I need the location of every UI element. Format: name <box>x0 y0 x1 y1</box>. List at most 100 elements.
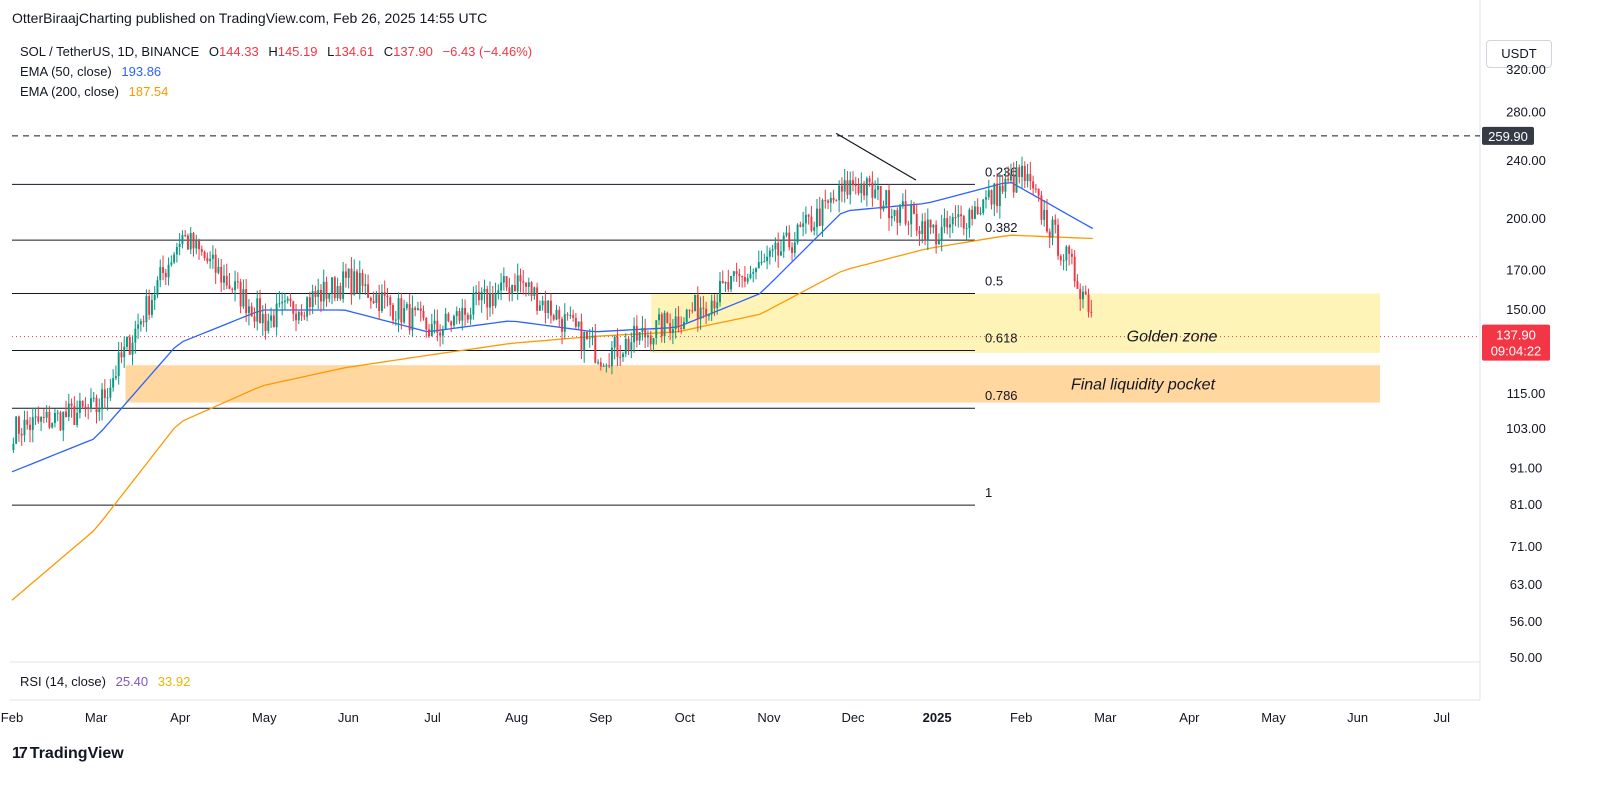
candle-body <box>300 311 303 316</box>
candle-body <box>356 271 358 294</box>
candle-body <box>62 411 65 431</box>
candle-body <box>849 180 852 195</box>
candle-body <box>932 224 935 228</box>
candle-body <box>688 309 691 311</box>
candle-body <box>439 332 442 336</box>
candle-body <box>1009 174 1012 181</box>
open-value: 144.33 <box>218 44 259 59</box>
candle-body <box>874 189 877 198</box>
candle-body <box>203 251 206 259</box>
candle-body <box>973 206 976 219</box>
x-tick-label: Aug <box>505 710 528 725</box>
candle-body <box>358 272 361 294</box>
candle-body <box>419 308 422 312</box>
candle-body <box>400 298 403 323</box>
candle-body <box>489 293 491 308</box>
candle-body <box>622 353 624 358</box>
candle-body <box>876 185 879 190</box>
candle-body <box>430 324 433 337</box>
candle-body <box>389 297 392 305</box>
candle-body <box>555 309 558 320</box>
y-tick-label: 63.00 <box>1510 577 1543 592</box>
candle-body <box>1073 256 1076 282</box>
candle-body <box>90 398 92 409</box>
x-tick-label: Mar <box>1094 710 1117 725</box>
ema50-row[interactable]: EMA (50, close) 193.86 <box>20 62 532 82</box>
candle-body <box>333 277 336 299</box>
candle-body <box>109 387 112 398</box>
rsi-legend[interactable]: RSI (14, close) 25.40 33.92 <box>20 674 190 689</box>
trendline <box>835 132 917 181</box>
candle-body <box>840 185 843 192</box>
candle-body <box>189 233 192 250</box>
candle-body <box>186 235 189 250</box>
candle-body <box>594 335 597 363</box>
resistance-price-tag-text: 259.90 <box>1488 129 1528 144</box>
candle-body <box>311 291 314 307</box>
x-tick-label: Dec <box>841 710 865 725</box>
candle-body <box>580 321 583 351</box>
rsi-value: 25.40 <box>115 674 149 689</box>
ema50-line <box>11 182 1094 473</box>
symbol-label[interactable]: SOL / TetherUS, 1D, BINANCE <box>20 44 200 59</box>
candle-body <box>416 308 419 311</box>
candle-body <box>245 289 248 314</box>
currency-unit-button[interactable]: USDT <box>1486 40 1552 68</box>
candle-body <box>53 412 56 424</box>
tradingview-brand[interactable]: 17 TradingView <box>12 745 124 763</box>
candle-body <box>364 284 367 286</box>
candle-body <box>206 258 209 262</box>
candle-body <box>59 412 62 431</box>
tradingview-logo-icon: 17 <box>12 745 28 762</box>
candle-body <box>65 411 68 417</box>
candle-body <box>1084 291 1087 295</box>
candle-body <box>328 293 331 299</box>
x-tick-label: Jun <box>338 710 359 725</box>
candle-body <box>638 332 641 341</box>
candle-body <box>322 281 325 302</box>
candle-body <box>680 327 683 329</box>
candle-body <box>926 219 929 241</box>
rsi-ma-value: 33.92 <box>157 674 191 689</box>
high-label: H <box>268 44 278 59</box>
candle-body <box>935 224 938 245</box>
candle-body <box>569 315 572 317</box>
candle-body <box>342 271 345 299</box>
candle-body <box>710 300 713 315</box>
candle-body <box>899 205 902 223</box>
candle-body <box>613 336 616 348</box>
last-price-countdown: 09:04:22 <box>1491 344 1542 359</box>
candle-body <box>1070 253 1073 257</box>
candle-body <box>275 303 278 328</box>
fib-level-label: 0.382 <box>985 220 1018 235</box>
candle-body <box>591 335 594 338</box>
candle-body <box>682 321 685 329</box>
candle-body <box>730 275 733 290</box>
candle-body <box>586 331 588 339</box>
candle-body <box>538 305 541 311</box>
candle-body <box>705 308 708 317</box>
candle-body <box>976 206 979 215</box>
candle-body <box>220 266 223 283</box>
candle-body <box>671 329 674 334</box>
candle-body <box>422 311 425 318</box>
candle-body <box>450 321 453 326</box>
candle-body <box>380 292 383 312</box>
candle-body <box>92 397 95 399</box>
candle-body <box>472 293 475 315</box>
candle-body <box>868 178 871 183</box>
candle-body <box>533 287 536 296</box>
symbol-row[interactable]: SOL / TetherUS, 1D, BINANCE O144.33 H145… <box>20 42 532 62</box>
candle-body <box>411 307 414 331</box>
candle-body <box>286 298 289 301</box>
golden-zone-box <box>651 293 1380 353</box>
candle-body <box>918 230 921 235</box>
candle-body <box>749 273 752 279</box>
candle-body <box>214 254 217 273</box>
ema200-row[interactable]: EMA (200, close) 187.54 <box>20 82 532 102</box>
candle-body <box>954 217 957 219</box>
candle-body <box>1021 165 1023 177</box>
high-value: 145.19 <box>277 44 318 59</box>
y-tick-label: 200.00 <box>1506 211 1546 226</box>
